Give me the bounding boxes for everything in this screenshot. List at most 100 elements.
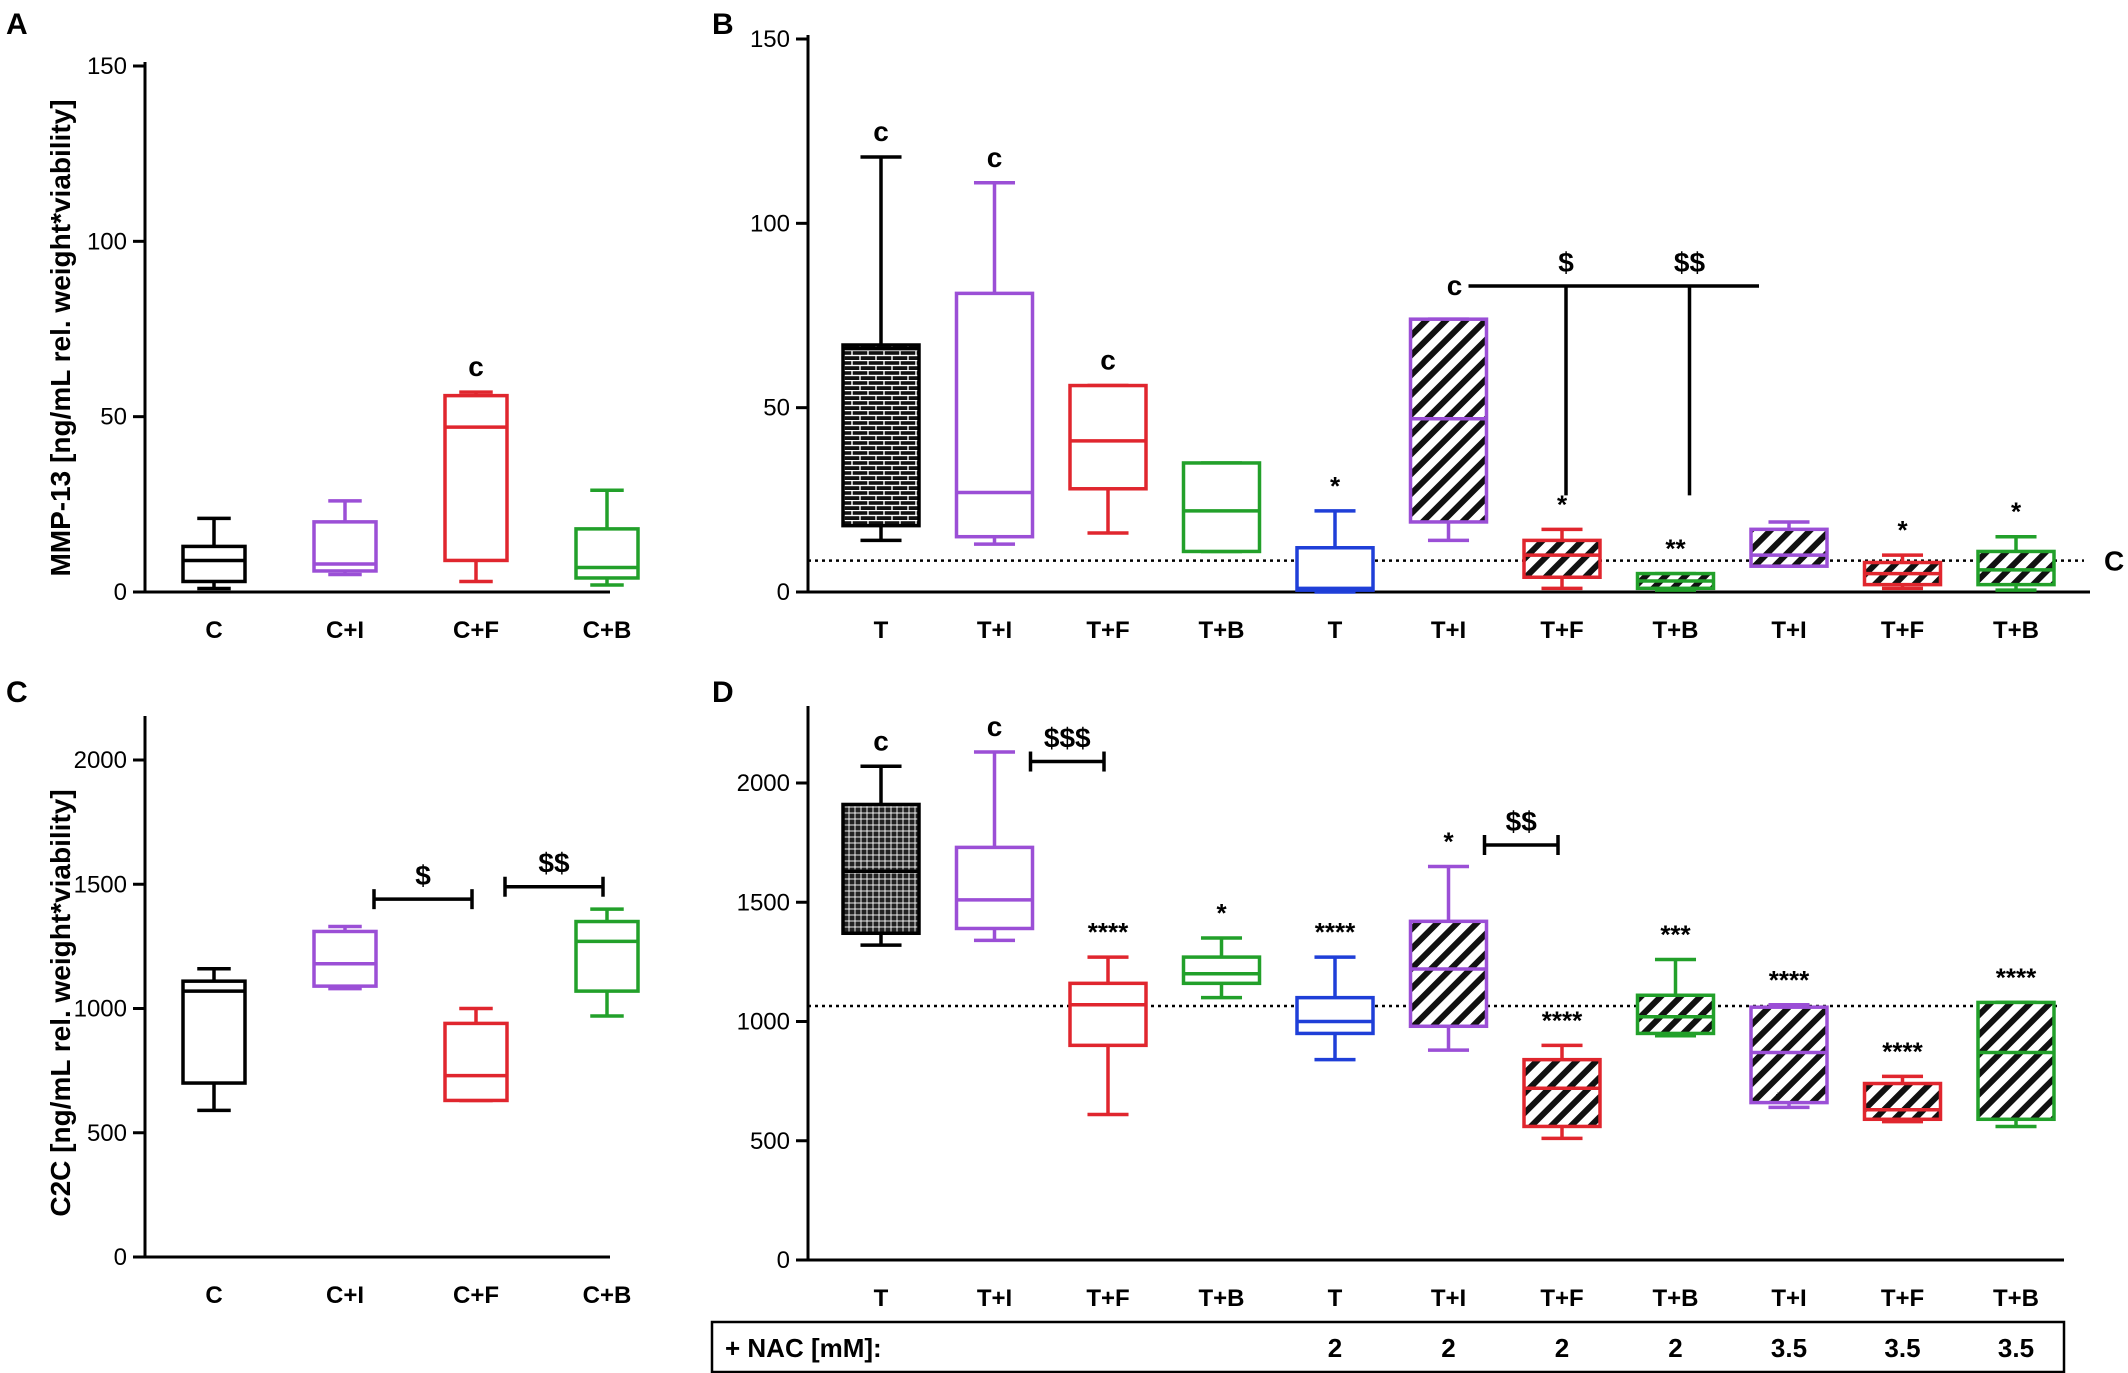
bracket-label: c: [1447, 270, 1463, 301]
box-iqr: [443, 1021, 509, 1103]
box-c-2: [312, 924, 378, 991]
x-tick-label: T+F: [1086, 617, 1129, 644]
x-tick-label: C+I: [326, 1282, 364, 1309]
box-b-7: *: [1522, 489, 1602, 591]
x-tick-label: T+B: [1652, 617, 1698, 644]
box-iqr: [1635, 993, 1716, 1036]
nac-value: 2: [1555, 1333, 1569, 1363]
x-tick-label: T+F: [1086, 1285, 1129, 1312]
y-tick-label: 1000: [74, 996, 127, 1023]
nac-value: 3.5: [1998, 1333, 2034, 1363]
x-tick-label: T: [874, 617, 889, 644]
x-tick-label: T+F: [1881, 617, 1924, 644]
y-tick-label: 100: [87, 228, 127, 255]
box-iqr: [1068, 383, 1148, 491]
x-tick-label: T: [874, 1285, 889, 1312]
box-b-10: *: [1862, 515, 1943, 591]
box-d-11: ****: [1976, 962, 2056, 1129]
significance-label: c: [873, 725, 889, 756]
y-tick-label: 1000: [737, 1009, 790, 1036]
significance-label: *: [1557, 489, 1568, 519]
box-b-9: [1749, 520, 1829, 568]
x-tick-label: T+I: [1771, 617, 1806, 644]
significance-label: ****: [1769, 965, 1810, 995]
x-tick-label: T+B: [1198, 617, 1244, 644]
box-a-3: c: [443, 351, 509, 584]
nac-value: 3.5: [1884, 1333, 1920, 1363]
box-iqr: [1522, 1057, 1602, 1129]
box-d-6: *: [1408, 826, 1489, 1052]
x-tick-label: T: [1328, 1285, 1343, 1312]
y-tick-label: 150: [750, 26, 790, 53]
box-iqr: [181, 979, 247, 1085]
x-tick-label: T+B: [1993, 1285, 2039, 1312]
y-tick-label: 1500: [737, 889, 790, 916]
panel-letter-c: C: [6, 676, 28, 709]
x-tick-label: C: [205, 617, 222, 644]
box-d-5: ****: [1295, 917, 1375, 1062]
nac-row-frame: [710, 1320, 2066, 1373]
x-tick-label: C+B: [583, 1282, 632, 1309]
box-iqr: [1295, 546, 1375, 592]
box-a-4: [574, 488, 640, 587]
significance-label: *: [2011, 497, 2022, 527]
y-axis-label-a: MMP-13 [ng/mL rel. weight*viability]: [45, 99, 76, 576]
nac-row-label: + NAC [mM]:: [725, 1333, 882, 1363]
x-tick-label: T+B: [1993, 617, 2039, 644]
x-tick-label: T+I: [977, 1285, 1012, 1312]
x-tick-label: T+I: [1431, 1285, 1466, 1312]
nac-value: 2: [1668, 1333, 1682, 1363]
significance-label: c: [987, 142, 1003, 173]
box-iqr: [1181, 461, 1262, 554]
box-iqr: [1862, 1081, 1943, 1122]
box-iqr: [1295, 995, 1375, 1036]
bracket-drop-label: $: [1558, 247, 1574, 278]
y-tick-label: 0: [114, 579, 127, 606]
significance-label: ****: [1542, 1005, 1583, 1035]
bracket-drop-label: $$: [1674, 247, 1706, 278]
bracket-label: $$: [538, 848, 570, 879]
box-d-7: ****: [1522, 1005, 1602, 1141]
box-b-5: *: [1295, 471, 1375, 594]
significance-label: ****: [1088, 917, 1129, 947]
significance-label: *: [1897, 515, 1908, 545]
significance-label: c: [873, 116, 889, 147]
x-tick-label: T: [1328, 617, 1343, 644]
x-tick-label: T+F: [1540, 1285, 1583, 1312]
box-iqr: [1181, 955, 1262, 986]
x-tick-label: T+I: [1771, 1285, 1806, 1312]
box-d-9: ****: [1749, 965, 1829, 1110]
y-tick-label: 2000: [737, 770, 790, 797]
significance-label: **: [1665, 534, 1686, 564]
x-tick-label: T+I: [1431, 617, 1466, 644]
y-tick-label: 1500: [74, 871, 127, 898]
y-tick-label: 0: [777, 1247, 790, 1274]
significance-label: c: [1100, 345, 1116, 376]
box-iqr: [841, 802, 921, 936]
significance-label: ****: [1315, 917, 1356, 947]
y-tick-label: 50: [763, 395, 790, 422]
box-a-1: [181, 516, 247, 591]
box-d-4: *: [1181, 898, 1262, 1000]
significance-label: ***: [1660, 919, 1691, 949]
box-d-10: ****: [1862, 1036, 1943, 1124]
y-tick-label: 100: [750, 210, 790, 237]
box-iqr: [574, 919, 640, 993]
nac-value: 3.5: [1771, 1333, 1807, 1363]
panel-d: D + NAC [mM]: 0500100015002000cTcT+I****…: [710, 676, 2066, 1373]
box-b-3: c: [1068, 345, 1148, 535]
significance-label: c: [468, 351, 484, 382]
x-tick-label: T+B: [1198, 1285, 1244, 1312]
nac-value: 2: [1328, 1333, 1342, 1363]
x-tick-label: T+I: [977, 617, 1012, 644]
box-iqr: [574, 527, 640, 580]
y-tick-label: 500: [750, 1128, 790, 1155]
box-d-8: ***: [1635, 919, 1716, 1038]
box-iqr: [954, 845, 1035, 931]
box-b-2: c: [954, 142, 1035, 546]
significance-label: *: [1443, 826, 1454, 856]
box-d-1: c: [841, 725, 921, 947]
box-iqr: [954, 291, 1035, 539]
x-tick-label: C+F: [453, 1282, 499, 1309]
